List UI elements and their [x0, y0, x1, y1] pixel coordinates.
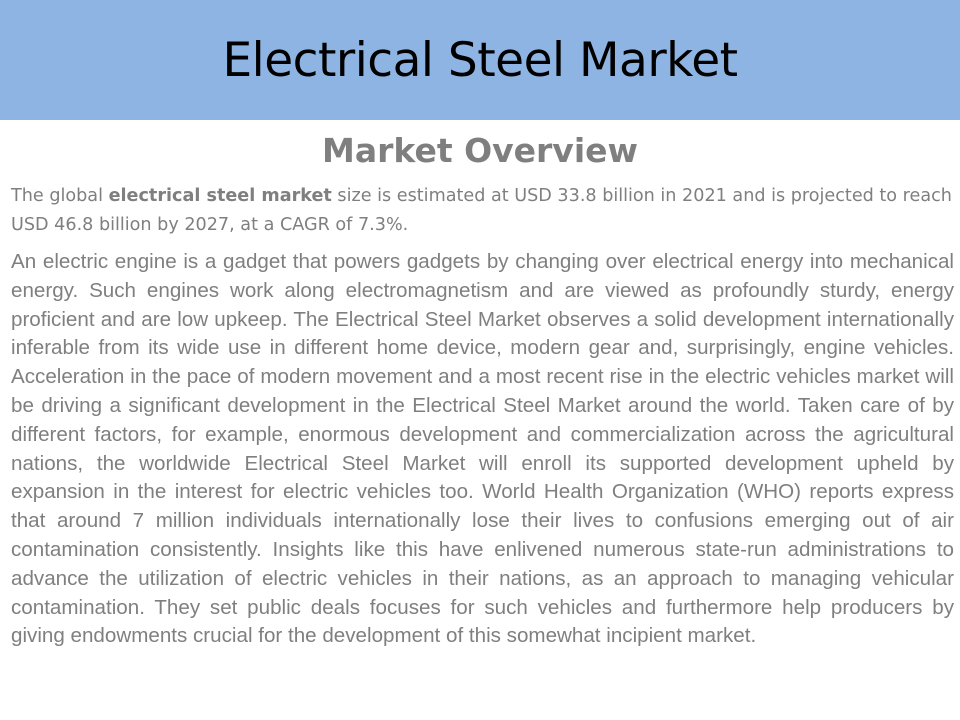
section-heading: Market Overview	[322, 131, 638, 170]
summary-keyword: electrical steel market	[108, 186, 332, 206]
summary-prefix: The global	[11, 186, 109, 206]
summary-suffix: size is estimated at USD 33.8 billion in…	[11, 186, 952, 235]
slide-title: Electrical Steel Market	[222, 32, 738, 88]
market-summary: The global electrical steel market size …	[11, 182, 956, 240]
body-paragraph: An electric engine is a gadget that powe…	[11, 250, 954, 648]
title-banner: Electrical Steel Market	[0, 0, 960, 120]
